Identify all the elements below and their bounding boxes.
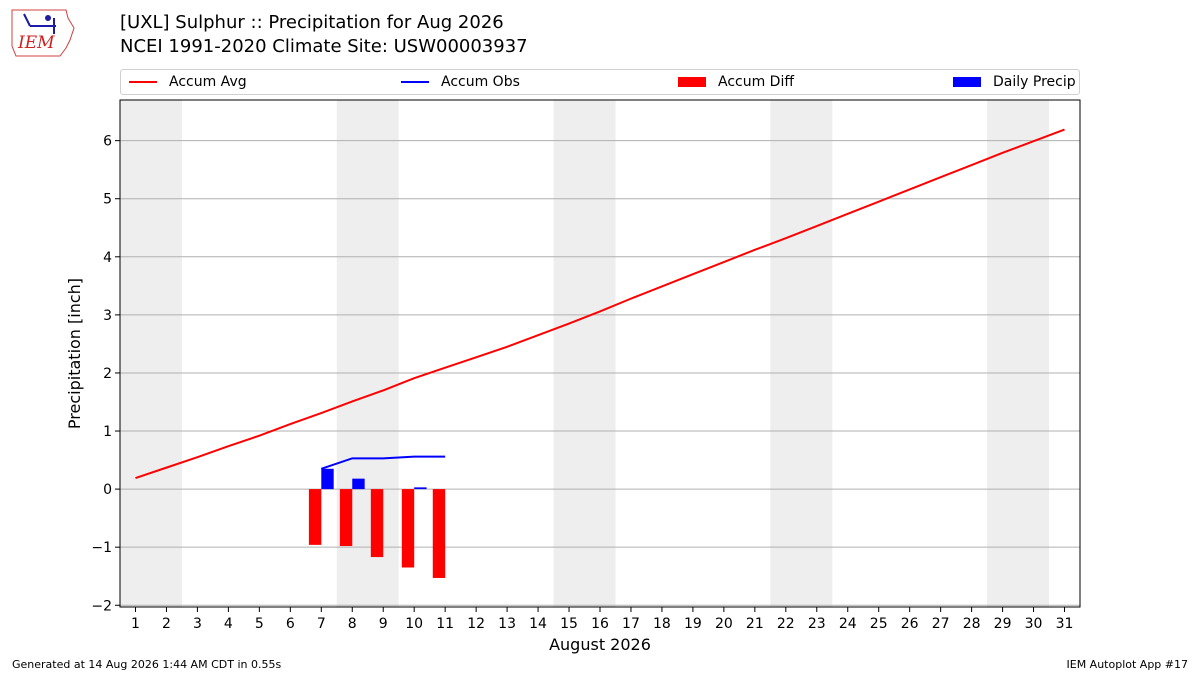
legend-item-accum-obs: Accum Obs: [401, 70, 520, 94]
x-tick-label: 30: [1025, 616, 1043, 632]
chart-subtitle: NCEI 1991-2020 Climate Site: USW00003937: [120, 36, 528, 57]
legend-item-accum-diff: Accum Diff: [678, 70, 794, 94]
x-tick-label: 12: [467, 616, 485, 632]
x-tick-label: 24: [839, 616, 857, 632]
grid-lines: [120, 140, 1080, 606]
weekend-band: [770, 100, 833, 607]
bar: [401, 489, 415, 568]
logo-text: IEM: [17, 33, 55, 53]
weather-station-icon: [23, 13, 56, 34]
x-tick-label: 7: [317, 616, 326, 632]
weekend-band: [553, 100, 616, 607]
series-line: [320, 455, 446, 470]
weekend-band: [987, 100, 1050, 607]
x-tick-label: 5: [255, 616, 264, 632]
x-tick-label: 11: [436, 616, 454, 632]
legend-label: Accum Diff: [718, 74, 795, 90]
y-tick-label: 1: [103, 424, 112, 440]
weekend-band: [120, 100, 182, 607]
x-tick-label: 4: [224, 616, 233, 632]
legend-label: Accum Avg: [169, 74, 247, 90]
bar: [432, 489, 446, 578]
app-credit: IEM Autoplot App #17: [1066, 658, 1189, 671]
x-tick-label: 31: [1056, 616, 1074, 632]
x-tick-label: 17: [622, 616, 640, 632]
chart-title: [UXL] Sulphur :: Precipitation for Aug 2…: [120, 12, 504, 33]
x-tick-label: 2: [162, 616, 171, 632]
x-tick-label: 18: [653, 616, 671, 632]
legend-item-daily-precip: Daily Precip: [953, 70, 1076, 94]
bar: [308, 489, 322, 545]
legend-line-swatch: [129, 81, 157, 83]
legend-label: Accum Obs: [441, 74, 520, 90]
x-tick-label: 19: [684, 616, 702, 632]
y-tick-label: −2: [91, 598, 112, 614]
lines: [135, 128, 1065, 480]
bar: [321, 468, 334, 490]
x-tick-label: 14: [529, 616, 547, 632]
y-tick-label: 4: [103, 250, 112, 266]
y-tick-label: 3: [103, 308, 112, 324]
bars: [308, 468, 446, 578]
bar: [370, 489, 384, 558]
x-tick-label: 3: [193, 616, 202, 632]
y-tick-label: 5: [103, 192, 112, 208]
y-axis-label: Precipitation [inch]: [65, 278, 84, 429]
bar: [339, 489, 353, 547]
x-tick-label: 27: [932, 616, 950, 632]
x-tick-label: 29: [994, 616, 1012, 632]
legend-item-accum-avg: Accum Avg: [129, 70, 247, 94]
x-tick-label: 9: [379, 616, 388, 632]
x-tick-label: 25: [870, 616, 888, 632]
x-tick-label: 26: [901, 616, 919, 632]
generated-timestamp: Generated at 14 Aug 2026 1:44 AM CDT in …: [12, 658, 282, 671]
y-tick-label: 6: [103, 134, 112, 150]
series-line: [135, 128, 1065, 480]
x-tick-label: 21: [746, 616, 764, 632]
y-tick-label: 0: [103, 482, 112, 498]
bar: [414, 487, 427, 490]
x-axis-label: August 2026: [549, 635, 651, 654]
legend: Accum Avg Accum Obs Accum Diff Daily Pre…: [120, 69, 1080, 95]
x-tick-label: 10: [405, 616, 423, 632]
x-tick-label: 22: [777, 616, 795, 632]
legend-label: Daily Precip: [993, 74, 1076, 90]
y-tick-label: 2: [103, 366, 112, 382]
legend-line-swatch: [401, 81, 429, 83]
weekend-shading: [120, 100, 1050, 607]
legend-bar-swatch: [953, 77, 981, 87]
iem-logo: IEM: [11, 9, 75, 57]
x-tick-label: 1: [131, 616, 140, 632]
x-tick-label: 6: [286, 616, 295, 632]
x-tick-label: 23: [808, 616, 826, 632]
y-tick-label: −1: [91, 540, 112, 556]
x-tick-label: 16: [591, 616, 609, 632]
x-tick-label: 15: [560, 616, 578, 632]
bar: [352, 478, 365, 490]
x-tick-label: 13: [498, 616, 516, 632]
x-tick-label: 20: [715, 616, 733, 632]
x-tick-label: 28: [963, 616, 981, 632]
x-tick-label: 8: [348, 616, 357, 632]
legend-bar-swatch: [678, 77, 706, 87]
